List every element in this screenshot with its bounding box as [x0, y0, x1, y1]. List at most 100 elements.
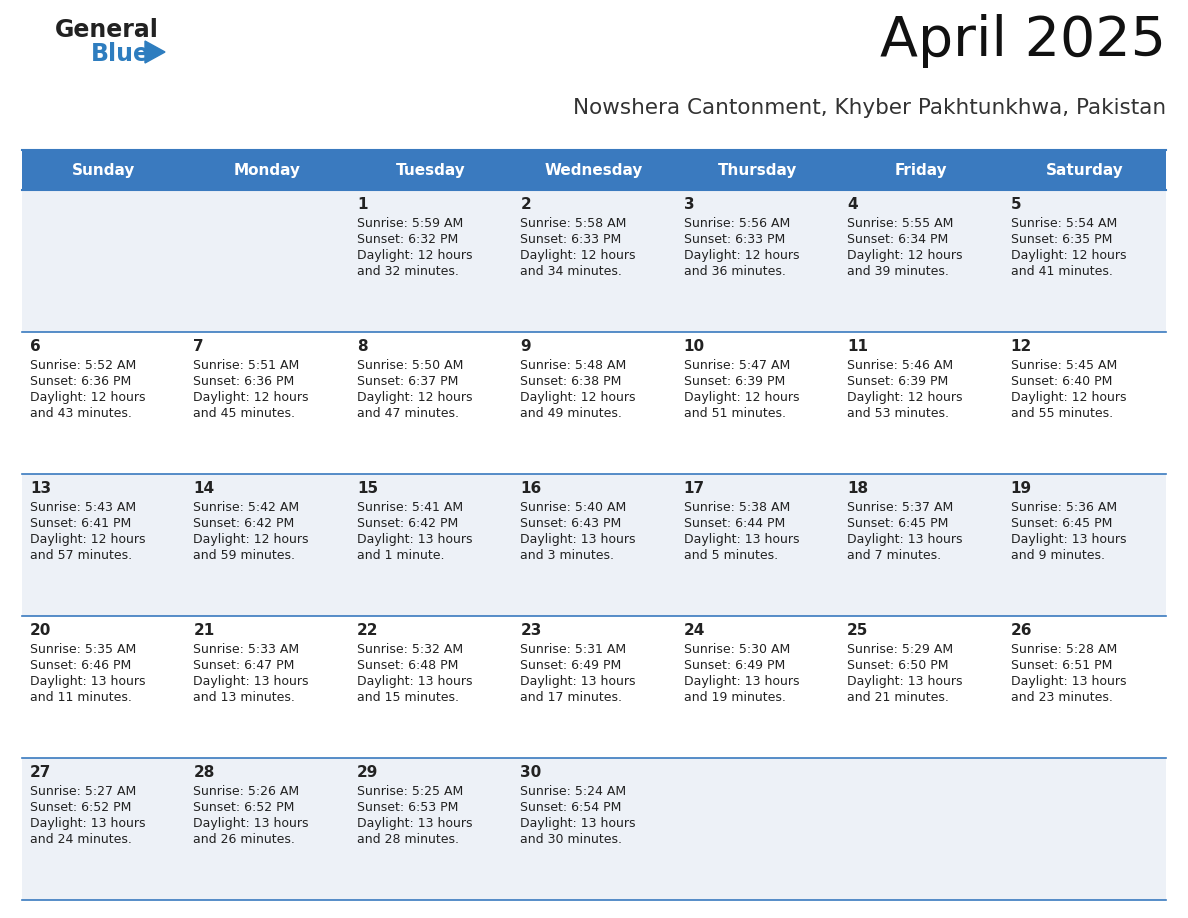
Text: Daylight: 12 hours: Daylight: 12 hours — [847, 391, 962, 404]
Text: Sunrise: 5:46 AM: Sunrise: 5:46 AM — [847, 359, 953, 372]
Text: and 28 minutes.: and 28 minutes. — [356, 833, 459, 846]
Text: 24: 24 — [684, 623, 706, 638]
Text: Sunrise: 5:50 AM: Sunrise: 5:50 AM — [356, 359, 463, 372]
Text: 26: 26 — [1011, 623, 1032, 638]
Text: Daylight: 12 hours: Daylight: 12 hours — [520, 391, 636, 404]
Text: 20: 20 — [30, 623, 51, 638]
Text: Sunrise: 5:58 AM: Sunrise: 5:58 AM — [520, 217, 626, 230]
Text: Sunrise: 5:35 AM: Sunrise: 5:35 AM — [30, 643, 137, 656]
Text: Sunset: 6:32 PM: Sunset: 6:32 PM — [356, 233, 459, 246]
Text: Daylight: 12 hours: Daylight: 12 hours — [1011, 391, 1126, 404]
Text: Daylight: 12 hours: Daylight: 12 hours — [194, 533, 309, 546]
Text: Daylight: 12 hours: Daylight: 12 hours — [684, 391, 800, 404]
Text: and 43 minutes.: and 43 minutes. — [30, 407, 132, 420]
Text: 7: 7 — [194, 339, 204, 354]
Text: Daylight: 12 hours: Daylight: 12 hours — [194, 391, 309, 404]
Text: Sunrise: 5:56 AM: Sunrise: 5:56 AM — [684, 217, 790, 230]
Text: Daylight: 13 hours: Daylight: 13 hours — [520, 533, 636, 546]
Text: 30: 30 — [520, 765, 542, 780]
Text: 18: 18 — [847, 481, 868, 496]
Text: Tuesday: Tuesday — [396, 162, 466, 177]
Text: Sunset: 6:36 PM: Sunset: 6:36 PM — [30, 375, 131, 388]
Text: Daylight: 13 hours: Daylight: 13 hours — [1011, 675, 1126, 688]
Text: Sunset: 6:52 PM: Sunset: 6:52 PM — [194, 801, 295, 814]
Text: Sunrise: 5:25 AM: Sunrise: 5:25 AM — [356, 785, 463, 798]
Text: Daylight: 13 hours: Daylight: 13 hours — [356, 675, 473, 688]
Text: Sunset: 6:39 PM: Sunset: 6:39 PM — [847, 375, 948, 388]
Text: Sunrise: 5:48 AM: Sunrise: 5:48 AM — [520, 359, 626, 372]
Text: Nowshera Cantonment, Khyber Pakhtunkhwa, Pakistan: Nowshera Cantonment, Khyber Pakhtunkhwa,… — [573, 98, 1165, 118]
Text: and 3 minutes.: and 3 minutes. — [520, 549, 614, 562]
Text: and 59 minutes.: and 59 minutes. — [194, 549, 296, 562]
Text: Sunset: 6:39 PM: Sunset: 6:39 PM — [684, 375, 785, 388]
Text: Blue: Blue — [91, 42, 150, 66]
Text: and 30 minutes.: and 30 minutes. — [520, 833, 623, 846]
Text: Sunset: 6:36 PM: Sunset: 6:36 PM — [194, 375, 295, 388]
Text: 8: 8 — [356, 339, 367, 354]
Text: Daylight: 13 hours: Daylight: 13 hours — [847, 675, 962, 688]
Text: 28: 28 — [194, 765, 215, 780]
Text: and 39 minutes.: and 39 minutes. — [847, 265, 949, 278]
Text: Sunset: 6:45 PM: Sunset: 6:45 PM — [847, 517, 948, 530]
Text: Daylight: 12 hours: Daylight: 12 hours — [356, 391, 473, 404]
Text: 6: 6 — [30, 339, 40, 354]
Text: Daylight: 13 hours: Daylight: 13 hours — [30, 675, 145, 688]
Text: and 45 minutes.: and 45 minutes. — [194, 407, 296, 420]
Text: April 2025: April 2025 — [880, 14, 1165, 68]
Text: Daylight: 13 hours: Daylight: 13 hours — [684, 533, 800, 546]
Text: Sunrise: 5:24 AM: Sunrise: 5:24 AM — [520, 785, 626, 798]
Text: Sunset: 6:51 PM: Sunset: 6:51 PM — [1011, 659, 1112, 672]
Text: Sunset: 6:42 PM: Sunset: 6:42 PM — [194, 517, 295, 530]
Text: Daylight: 13 hours: Daylight: 13 hours — [520, 675, 636, 688]
Text: Daylight: 13 hours: Daylight: 13 hours — [30, 817, 145, 830]
Text: Sunset: 6:54 PM: Sunset: 6:54 PM — [520, 801, 621, 814]
Text: Sunrise: 5:43 AM: Sunrise: 5:43 AM — [30, 501, 137, 514]
Text: and 36 minutes.: and 36 minutes. — [684, 265, 785, 278]
Text: 29: 29 — [356, 765, 378, 780]
Bar — [23, 150, 1165, 190]
Text: and 17 minutes.: and 17 minutes. — [520, 691, 623, 704]
Text: Sunset: 6:37 PM: Sunset: 6:37 PM — [356, 375, 459, 388]
Text: Sunset: 6:49 PM: Sunset: 6:49 PM — [684, 659, 785, 672]
Text: and 41 minutes.: and 41 minutes. — [1011, 265, 1112, 278]
Text: Sunrise: 5:40 AM: Sunrise: 5:40 AM — [520, 501, 626, 514]
Text: 22: 22 — [356, 623, 378, 638]
Text: 21: 21 — [194, 623, 215, 638]
Text: Sunset: 6:33 PM: Sunset: 6:33 PM — [684, 233, 785, 246]
Text: Thursday: Thursday — [718, 162, 797, 177]
Text: Sunrise: 5:33 AM: Sunrise: 5:33 AM — [194, 643, 299, 656]
Text: Daylight: 12 hours: Daylight: 12 hours — [684, 249, 800, 262]
Text: Daylight: 13 hours: Daylight: 13 hours — [847, 533, 962, 546]
Text: and 34 minutes.: and 34 minutes. — [520, 265, 623, 278]
Text: Sunset: 6:33 PM: Sunset: 6:33 PM — [520, 233, 621, 246]
Text: Wednesday: Wednesday — [545, 162, 643, 177]
Text: Daylight: 12 hours: Daylight: 12 hours — [30, 533, 145, 546]
Text: and 19 minutes.: and 19 minutes. — [684, 691, 785, 704]
Text: and 24 minutes.: and 24 minutes. — [30, 833, 132, 846]
Text: 27: 27 — [30, 765, 51, 780]
Text: and 21 minutes.: and 21 minutes. — [847, 691, 949, 704]
Text: Daylight: 13 hours: Daylight: 13 hours — [356, 817, 473, 830]
Text: Sunrise: 5:36 AM: Sunrise: 5:36 AM — [1011, 501, 1117, 514]
Text: and 51 minutes.: and 51 minutes. — [684, 407, 785, 420]
Text: 25: 25 — [847, 623, 868, 638]
Text: Sunset: 6:34 PM: Sunset: 6:34 PM — [847, 233, 948, 246]
Text: Sunrise: 5:59 AM: Sunrise: 5:59 AM — [356, 217, 463, 230]
Text: Sunrise: 5:37 AM: Sunrise: 5:37 AM — [847, 501, 954, 514]
Text: Daylight: 12 hours: Daylight: 12 hours — [356, 249, 473, 262]
Text: Sunset: 6:35 PM: Sunset: 6:35 PM — [1011, 233, 1112, 246]
Text: and 53 minutes.: and 53 minutes. — [847, 407, 949, 420]
Text: Daylight: 12 hours: Daylight: 12 hours — [847, 249, 962, 262]
Text: and 5 minutes.: and 5 minutes. — [684, 549, 778, 562]
Text: and 23 minutes.: and 23 minutes. — [1011, 691, 1112, 704]
Text: Sunset: 6:45 PM: Sunset: 6:45 PM — [1011, 517, 1112, 530]
Text: and 1 minute.: and 1 minute. — [356, 549, 444, 562]
Text: Daylight: 12 hours: Daylight: 12 hours — [30, 391, 145, 404]
Text: Daylight: 12 hours: Daylight: 12 hours — [1011, 249, 1126, 262]
Text: and 47 minutes.: and 47 minutes. — [356, 407, 459, 420]
Text: Sunrise: 5:27 AM: Sunrise: 5:27 AM — [30, 785, 137, 798]
Text: Sunset: 6:50 PM: Sunset: 6:50 PM — [847, 659, 949, 672]
Text: Daylight: 12 hours: Daylight: 12 hours — [520, 249, 636, 262]
Text: Sunrise: 5:26 AM: Sunrise: 5:26 AM — [194, 785, 299, 798]
Text: Sunrise: 5:52 AM: Sunrise: 5:52 AM — [30, 359, 137, 372]
